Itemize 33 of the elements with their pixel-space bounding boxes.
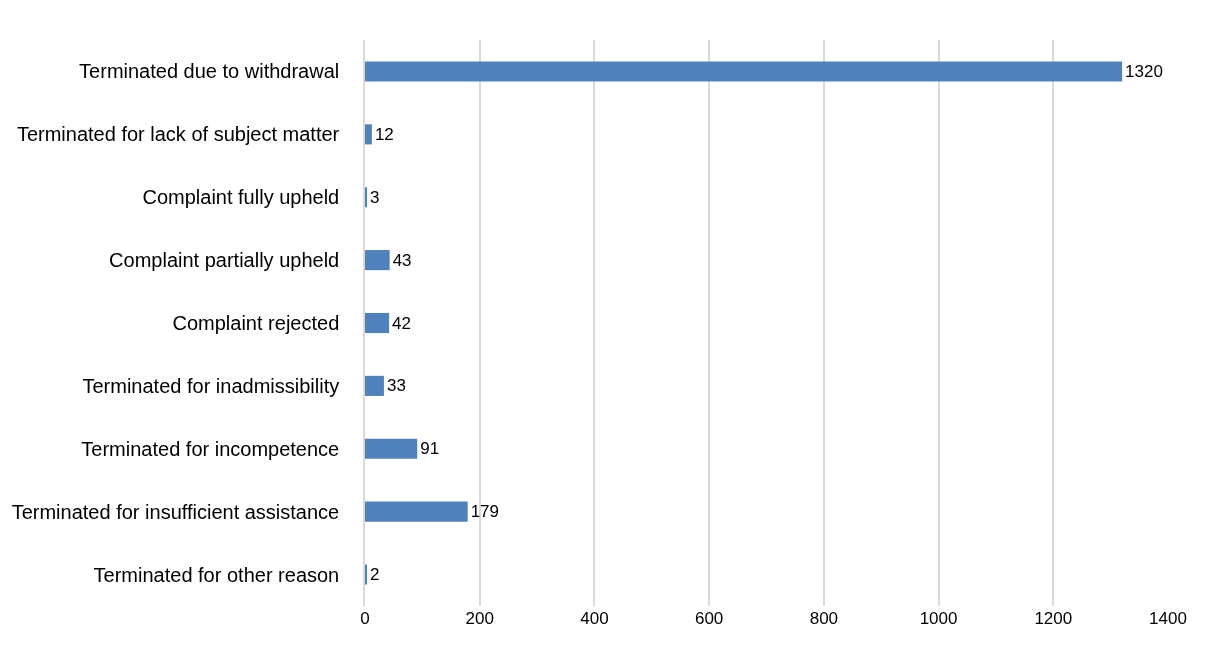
y-tick-label: Terminated for inadmissibility <box>82 374 340 397</box>
data-label: 42 <box>392 313 412 333</box>
bar <box>365 124 372 145</box>
bar <box>365 61 1123 82</box>
y-tick-label: Terminated for lack of subject matter <box>16 123 340 146</box>
y-tick-label: Complaint partially upheld <box>109 249 340 272</box>
data-label: 3 <box>370 187 380 207</box>
data-label: 12 <box>374 124 394 144</box>
bar <box>365 312 390 334</box>
data-label: 91 <box>420 439 440 459</box>
y-tick-label: Terminated for insufficient assistance <box>11 500 340 523</box>
x-tick-label: 800 <box>809 609 839 628</box>
x-tick-label: 600 <box>694 609 724 628</box>
data-label: 43 <box>392 250 412 270</box>
y-tick-label: Complaint rejected <box>172 312 340 334</box>
data-label: 33 <box>386 376 406 396</box>
x-tick-label: 1400 <box>1149 609 1187 628</box>
data-label: 179 <box>470 502 500 522</box>
x-tick-label: 400 <box>580 609 609 628</box>
x-tick-label: 1200 <box>1034 609 1073 628</box>
y-tick-label: Terminated for incompetence <box>81 437 340 460</box>
x-tick-label: 200 <box>465 609 494 628</box>
bar <box>365 438 418 459</box>
x-tick-label: 1000 <box>919 609 958 628</box>
bar <box>365 250 390 271</box>
bar <box>365 501 468 522</box>
y-tick-label: Complaint fully upheld <box>142 186 340 209</box>
bar <box>365 375 384 396</box>
x-tick-label: 0 <box>360 609 370 628</box>
y-tick-label: Terminated due to withdrawal <box>79 60 340 83</box>
data-label: 1320 <box>1125 61 1163 81</box>
y-tick-label: Terminated for other reason <box>93 563 340 586</box>
data-label: 2 <box>370 565 380 585</box>
